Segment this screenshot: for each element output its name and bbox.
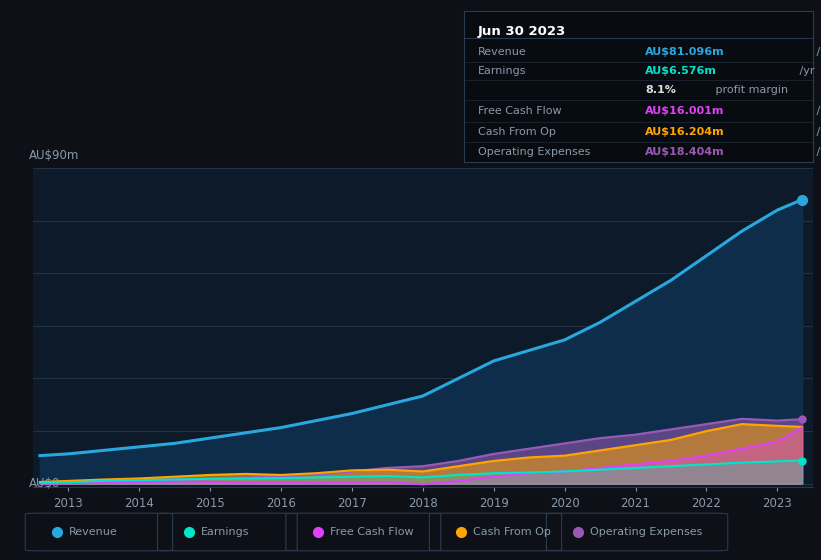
Text: AU$16.204m: AU$16.204m [645,127,725,137]
Text: Operating Expenses: Operating Expenses [590,527,703,537]
Text: Cash From Op: Cash From Op [478,127,556,137]
Text: /yr: /yr [813,46,821,57]
Text: AU$18.404m: AU$18.404m [645,147,725,157]
Text: Earnings: Earnings [201,527,250,537]
Text: AU$81.096m: AU$81.096m [645,46,725,57]
Text: Operating Expenses: Operating Expenses [478,147,590,157]
Text: Revenue: Revenue [69,527,118,537]
Text: /yr: /yr [796,66,814,76]
Text: /yr: /yr [813,127,821,137]
Text: AU$0: AU$0 [29,477,60,490]
Text: AU$90m: AU$90m [29,148,80,162]
Text: Revenue: Revenue [478,46,526,57]
Text: /yr: /yr [813,147,821,157]
Text: Cash From Op: Cash From Op [473,527,551,537]
Text: Earnings: Earnings [478,66,526,76]
Text: Free Cash Flow: Free Cash Flow [478,106,562,116]
Text: AU$16.001m: AU$16.001m [645,106,725,116]
Text: /yr: /yr [813,106,821,116]
Text: profit margin: profit margin [713,85,788,95]
Text: AU$6.576m: AU$6.576m [645,66,718,76]
Text: 8.1%: 8.1% [645,85,677,95]
Text: Jun 30 2023: Jun 30 2023 [478,25,566,38]
Text: Free Cash Flow: Free Cash Flow [330,527,413,537]
